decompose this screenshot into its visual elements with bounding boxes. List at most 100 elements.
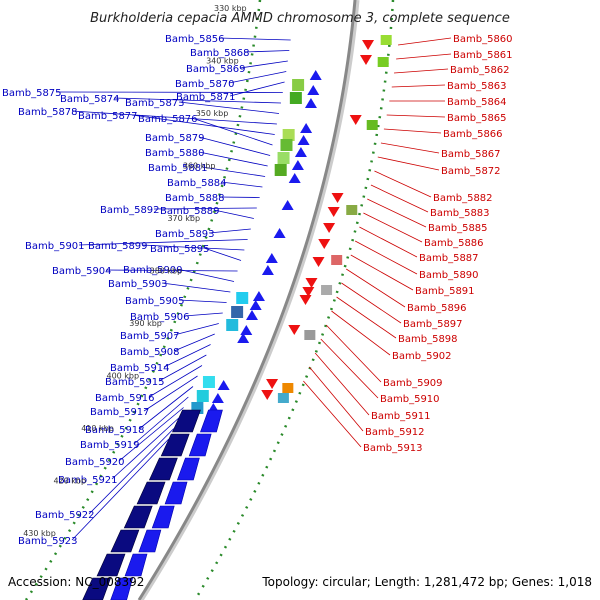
gene-label-left: Bamb_5881: [148, 163, 208, 174]
right-label-connector: [303, 380, 362, 448]
feature-box: [331, 255, 343, 265]
left-label-connector: [71, 110, 277, 125]
feature-box: [366, 120, 378, 130]
gene-label-right: Bamb_5883: [430, 208, 490, 219]
gene-label-right: Bamb_5885: [428, 223, 488, 234]
right-label-connector: [383, 128, 442, 134]
right-label-connector: [314, 352, 370, 416]
reverse-gene-arrow: [359, 55, 372, 65]
gene-label-right: Bamb_5912: [365, 427, 425, 438]
left-tick-track: [24, 0, 262, 600]
left-label-connector: [78, 239, 248, 246]
left-label-connector: [153, 207, 257, 210]
forward-gene-block: [164, 481, 188, 505]
gene-label-left: Bamb_5878: [18, 107, 78, 118]
right-label-connector: [396, 53, 452, 60]
gene-label-right: Bamb_5861: [453, 50, 513, 61]
left-label-connector: [131, 114, 275, 135]
gene-label-left: Bamb_5870: [175, 79, 235, 90]
gene-label-right: Bamb_5866: [443, 129, 503, 140]
reverse-gene-arrow: [299, 295, 312, 305]
reverse-gene-arrow: [305, 278, 318, 288]
gene-label-right: Bamb_5867: [441, 149, 501, 160]
gene-label-right: Bamb_5898: [398, 334, 458, 345]
forward-gene-arrow: [237, 333, 250, 343]
dark-gene-block: [148, 457, 178, 481]
left-label-connector: [220, 181, 263, 188]
left-label-connector: [178, 101, 280, 114]
gene-label-left: Bamb_5880: [145, 148, 205, 159]
feature-box: [231, 306, 244, 318]
right-label-connector: [374, 170, 432, 198]
gene-label-right: Bamb_5863: [447, 81, 507, 92]
gene-label-right: Bamb_5882: [433, 193, 493, 204]
forward-gene-arrow: [245, 310, 258, 320]
right-label-connector: [309, 366, 364, 432]
label-connectors: [55, 37, 452, 541]
left-label-connector: [243, 50, 290, 53]
gene-label-left: Bamb_5884: [167, 178, 227, 189]
reverse-gene-arrow: [331, 193, 344, 203]
reverse-gene-arrow: [349, 115, 362, 125]
gene-label-left: Bamb_5877: [78, 111, 138, 122]
gene-label-right: Bamb_5913: [363, 443, 423, 454]
kbp-ticks: 330 kbp 340 kbp 350 kbp 360 kbp 370 kbp 380 k…: [23, 4, 246, 538]
gene-label-left: Bamb_5916: [95, 393, 155, 404]
right-label-connector: [346, 268, 406, 308]
gene-label-left: Bamb_5900: [123, 265, 183, 276]
feature-box: [289, 92, 302, 104]
reverse-gene-arrow: [266, 379, 279, 389]
left-label-connector: [148, 365, 203, 398]
reverse-gene-arrow: [302, 287, 315, 297]
gene-label-right: Bamb_5887: [419, 253, 479, 264]
gene-label-left: Bamb_5874: [60, 94, 120, 105]
gene-label-left: Bamb_5876: [138, 114, 198, 125]
gene-label-left: Bamb_5908: [120, 347, 180, 358]
gene-label-right: Bamb_5862: [450, 65, 510, 76]
forward-gene-arrow: [291, 160, 304, 170]
gene-label-left: Bamb_5868: [190, 48, 250, 59]
kbp-tick-label: 420 kbp: [53, 477, 86, 486]
feature-box: [282, 383, 294, 393]
feature-box: [277, 393, 289, 403]
left-label-connector: [173, 333, 215, 352]
gene-label-right: Bamb_5891: [415, 286, 475, 297]
left-label-connector: [173, 323, 219, 336]
kbp-tick-label: 370 kbp: [167, 214, 200, 223]
gene-label-left: Bamb_5895: [150, 244, 210, 255]
gene-label-left: Bamb_5915: [105, 377, 165, 388]
kbp-tick-label: 380 kbp: [150, 267, 183, 276]
gene-label-left: Bamb_5919: [80, 440, 140, 451]
left-label-connector: [163, 344, 211, 368]
left-label-connector: [183, 312, 223, 317]
left-label-connector: [198, 151, 268, 167]
left-label-connector: [198, 136, 271, 156]
gene-labels: Bamb_5856 Bamb_5868 Bamb_5869 Bamb_5870 Bamb…: [2, 34, 513, 547]
right-label-connector: [380, 142, 440, 154]
left-label-connector: [239, 60, 288, 69]
reverse-gene-arrow: [312, 257, 325, 267]
forward-gene-arrow: [304, 98, 317, 108]
gene-label-left: Bamb_5906: [130, 312, 190, 323]
kbp-tick-label: 350 kbp: [196, 109, 229, 118]
left-label-connector: [191, 117, 273, 146]
forward-gene-arrow: [240, 325, 253, 335]
feature-box: [274, 164, 287, 176]
gene-label-left: Bamb_5899: [88, 241, 148, 252]
topology-summary: Topology: circular; Length: 1,281,472 bp…: [261, 575, 592, 589]
right-label-connector: [320, 338, 379, 399]
left-label-connector: [178, 299, 227, 303]
gene-label-left: Bamb_5879: [145, 133, 205, 144]
forward-gene-block: [200, 409, 223, 433]
right-label-connector: [391, 84, 446, 88]
reverse-gene-arrow: [362, 40, 375, 50]
map-title: Burkholderia cepacia AMMD chromosome 3, …: [90, 11, 510, 26]
gene-label-left: Bamb_5922: [35, 510, 95, 521]
kbp-tick-label: 360 kbp: [183, 162, 216, 171]
right-label-connector: [341, 282, 402, 324]
forward-gene-arrow: [309, 70, 322, 80]
gene-label-right: Bamb_5909: [383, 378, 443, 389]
feature-box: [282, 129, 295, 141]
gene-label-left: Bamb_5904: [52, 266, 112, 277]
right-label-connector: [386, 114, 446, 118]
